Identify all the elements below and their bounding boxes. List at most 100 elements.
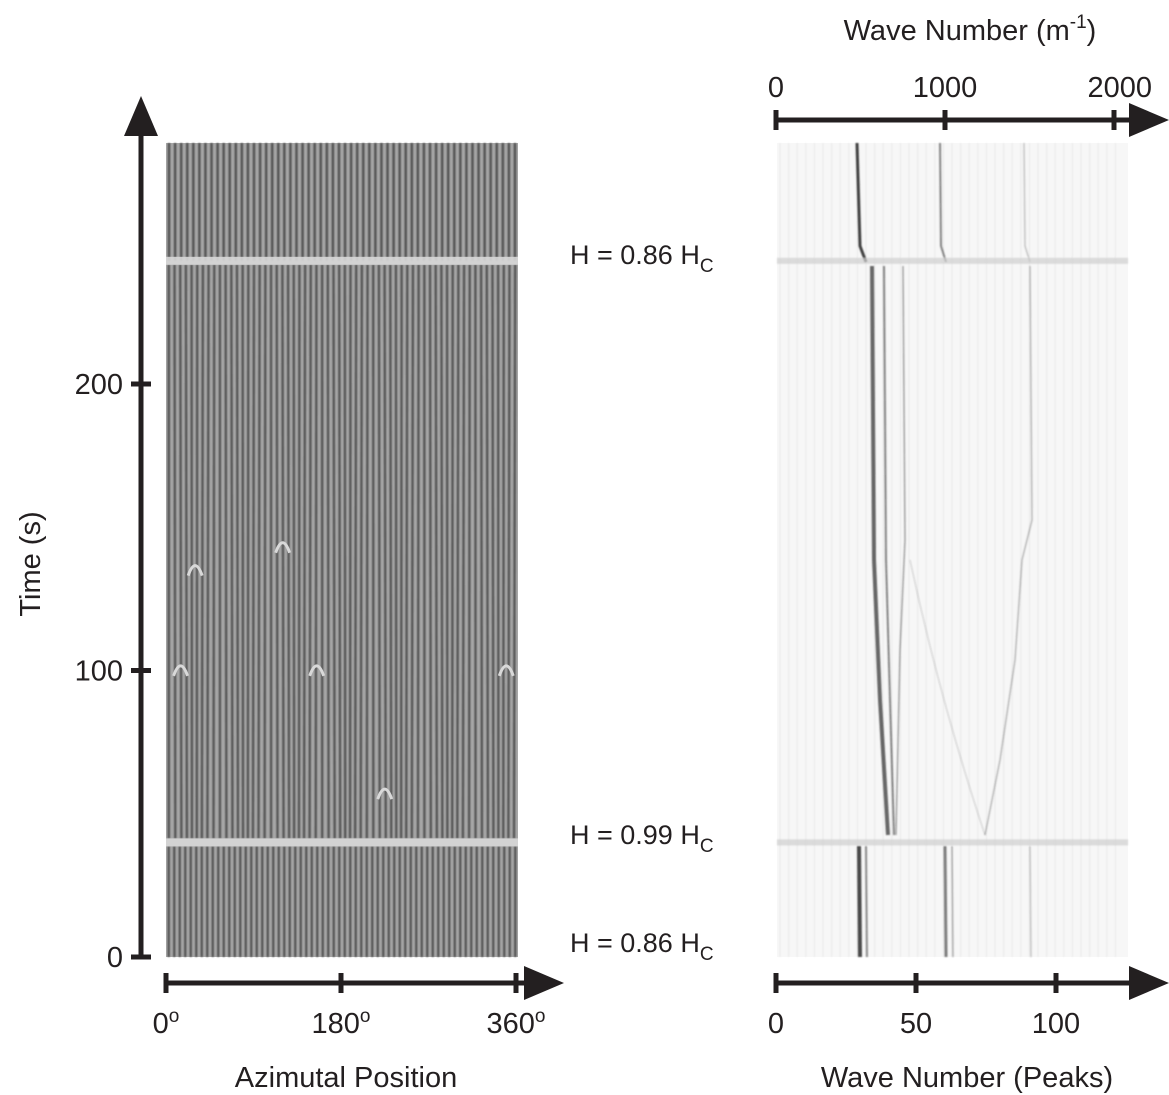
spatiotemporal-stripe xyxy=(456,264,460,839)
spatiotemporal-stripe xyxy=(410,264,415,839)
spatiotemporal-stripe xyxy=(491,264,495,839)
spatiotemporal-stripe xyxy=(235,264,240,839)
spatiotemporal-stripe xyxy=(302,264,307,839)
wavenumber-top-tick-label: 1000 xyxy=(913,72,978,104)
spatiotemporal-stripe xyxy=(337,264,342,839)
spectrum-peak-harmonic xyxy=(943,845,948,958)
spectrum-peak xyxy=(865,845,868,958)
spatiotemporal-stripe xyxy=(485,264,490,839)
spatiotemporal-stripe xyxy=(314,264,318,839)
spatiotemporal-stripe xyxy=(389,264,393,839)
wavenumber-bottom-tick-label: 100 xyxy=(1032,1008,1080,1040)
spatiotemporal-stripe xyxy=(257,264,261,839)
spatiotemporal-stripe xyxy=(206,264,210,839)
azimuth-axis-arrow-icon xyxy=(524,966,564,1000)
spectrum-peak-harmonic xyxy=(984,265,1033,836)
azimuth-tick-label: 0o xyxy=(153,1006,180,1040)
wavenumber-bottom-axis-arrow-icon xyxy=(1129,966,1169,1000)
spatiotemporal-stripe xyxy=(502,264,505,839)
time-axis-ticks: 0 100 200 xyxy=(75,369,151,974)
spatiotemporal-stripe xyxy=(332,264,336,839)
spatiotemporal-stripe xyxy=(461,264,466,839)
wavenumber-bottom-axis-label: Wave Number (Peaks) xyxy=(821,1062,1113,1094)
wavenumber-top-axis-arrow-icon xyxy=(1129,103,1169,137)
spectrum-background-lines xyxy=(779,143,1116,957)
azimuth-tick-label: 180o xyxy=(312,1006,371,1040)
degree-symbol: o xyxy=(169,1006,180,1027)
spatiotemporal-stripe xyxy=(251,264,256,839)
spatiotemporal-stripe xyxy=(184,264,189,839)
transition-band xyxy=(166,838,518,847)
pattern-defect xyxy=(172,664,189,677)
wavenumber-top-axis-label: Wave Number (m-1) xyxy=(844,12,1097,47)
spectrum-peak-harmonic xyxy=(951,845,954,958)
spectrum-peak-harmonic xyxy=(1023,142,1031,263)
spectrum-peak xyxy=(855,142,868,263)
spatiotemporal-stripe xyxy=(281,264,285,839)
field-label-bottom: H = 0.86 HC xyxy=(570,928,714,965)
wavenumber-top-tick-label: 0 xyxy=(768,72,784,104)
spatiotemporal-stripe xyxy=(479,264,484,839)
time-axis-arrow-icon xyxy=(124,96,158,136)
spatiotemporal-stripe xyxy=(434,264,439,839)
spectrum-peak xyxy=(883,265,895,836)
degree-symbol: o xyxy=(535,1006,546,1027)
spectrum-transition-band xyxy=(777,839,1128,846)
spatiotemporal-stripe xyxy=(326,264,330,839)
transition-band xyxy=(166,256,518,265)
spectrum-panel xyxy=(777,142,1128,958)
time-tick-label: 0 xyxy=(107,942,123,974)
spatiotemporal-stripe xyxy=(173,264,177,839)
spatiotemporal-panel xyxy=(166,143,518,957)
spectrum-peak-harmonic xyxy=(1029,845,1032,958)
pattern-defect xyxy=(308,664,326,677)
spatiotemporal-stripe xyxy=(405,264,409,839)
spatiotemporal-stripe xyxy=(365,264,369,839)
spatiotemporal-stripes xyxy=(167,143,517,957)
spectrum-peak xyxy=(895,265,906,836)
spectrum-peak-harmonic xyxy=(909,559,986,836)
spectrum-transition-band xyxy=(777,257,1128,264)
wavenumber-bottom-tick-label: 0 xyxy=(768,1008,784,1040)
wavenumber-bottom-axis: 0 50 100 Wave Number (Peaks) xyxy=(768,966,1169,1094)
time-axis-label: Time (s) xyxy=(15,511,47,616)
spatiotemporal-stripe xyxy=(200,264,205,839)
spectrum-peaks xyxy=(777,142,1128,958)
time-tick-label: 100 xyxy=(75,656,123,688)
spectrum-peak-harmonic xyxy=(939,142,947,263)
time-axis: 0 100 200 Time (s) xyxy=(15,96,158,974)
pattern-defect xyxy=(274,541,292,554)
spatiotemporal-stripe xyxy=(467,264,471,839)
spatiotemporal-events xyxy=(166,256,518,847)
pattern-defect xyxy=(376,787,394,800)
spatiotemporal-stripe xyxy=(212,264,216,839)
spatiotemporal-stripe xyxy=(512,264,517,839)
spatiotemporal-stripe xyxy=(308,264,312,839)
spatiotemporal-stripe xyxy=(451,264,454,839)
spatiotemporal-stripe xyxy=(353,264,358,839)
spatiotemporal-stripe xyxy=(428,264,433,839)
azimuth-axis-label: Azimutal Position xyxy=(235,1062,457,1094)
wavenumber-bottom-axis-ticks: 0 50 100 xyxy=(768,973,1080,1040)
spatiotemporal-stripe xyxy=(224,264,228,839)
pattern-defect xyxy=(497,664,515,677)
spectrum-peak xyxy=(870,265,890,836)
time-tick-label: 200 xyxy=(75,369,123,401)
wavenumber-top-axis-ticks: 0 1000 2000 xyxy=(768,72,1152,130)
wavenumber-top-tick-label: 2000 xyxy=(1087,72,1152,104)
field-annotations: H = 0.86 HC H = 0.99 HC H = 0.86 HC xyxy=(570,240,714,965)
spatiotemporal-stripe xyxy=(230,264,234,839)
degree-symbol: o xyxy=(360,1006,371,1027)
field-label-middle: H = 0.99 HC xyxy=(570,820,714,857)
wavenumber-top-axis: Wave Number (m-1) 0 1000 2000 xyxy=(768,12,1169,137)
spatiotemporal-stripe xyxy=(263,264,267,839)
spatiotemporal-stripe xyxy=(507,264,511,839)
azimuth-tick-label: 360o xyxy=(487,1006,546,1040)
pattern-defect xyxy=(186,564,204,577)
field-label-top: H = 0.86 HC xyxy=(570,240,714,277)
spatiotemporal-stripe xyxy=(179,264,183,839)
spatiotemporal-stripe xyxy=(359,264,364,839)
wavenumber-bottom-tick-label: 50 xyxy=(900,1008,932,1040)
spatiotemporal-stripe xyxy=(377,264,381,839)
